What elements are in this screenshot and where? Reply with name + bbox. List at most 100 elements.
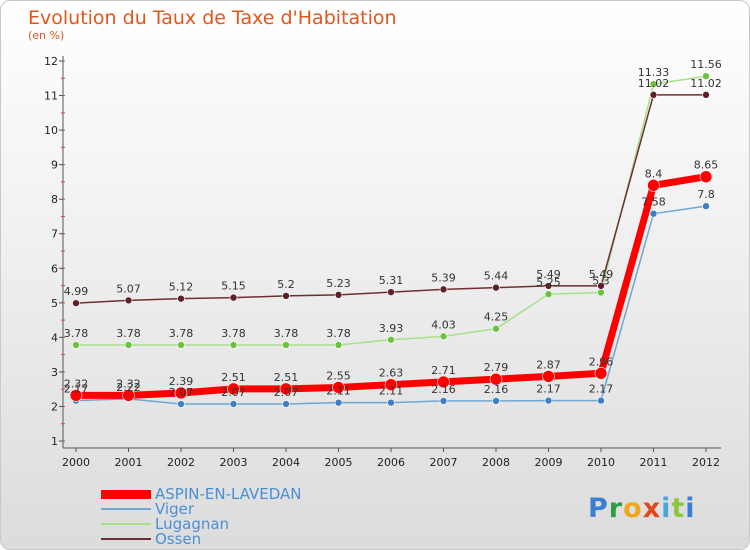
logo-letter: i: [661, 493, 672, 524]
data-label: 11.02: [690, 77, 722, 90]
data-label: 5.23: [326, 277, 351, 290]
y-tick-label: 9: [51, 159, 58, 172]
data-point: [69, 389, 83, 402]
logo-letter: t: [671, 493, 686, 524]
data-label: 5.3: [592, 274, 610, 287]
legend-label: ASPIN-EN-LAVEDAN: [155, 485, 302, 503]
y-tick-label: 7: [51, 228, 58, 241]
data-point: [227, 382, 240, 396]
data-point: [492, 397, 500, 405]
data-point: [439, 397, 448, 405]
data-point: [437, 375, 450, 389]
data-point: [489, 372, 503, 386]
legend-swatch: [101, 538, 151, 540]
logo-letter: o: [623, 493, 643, 524]
data-point: [594, 366, 608, 380]
data-label: 2.87: [536, 358, 561, 371]
data-label: 2.07: [274, 386, 299, 399]
y-tick-label: 6: [51, 262, 58, 275]
data-label: 7.58: [641, 196, 666, 209]
data-point: [702, 202, 710, 210]
data-label: 11.33: [638, 66, 670, 79]
data-label: 11.02: [638, 77, 670, 90]
x-tick-label: 2002: [167, 456, 195, 469]
x-tick-label: 2004: [272, 456, 300, 469]
legend-label: Viger: [155, 500, 195, 518]
x-tick-label: 2012: [692, 456, 720, 469]
data-point: [544, 290, 553, 298]
chart-data-labels: 2.32 2.32 2.39 2.51 2.51 2.55 2.63 2.71 2.79 2.87…: [64, 58, 722, 399]
y-tick-label: 8: [51, 193, 58, 206]
data-label: 2.96: [589, 355, 614, 368]
data-point: [229, 400, 238, 408]
logo-letter: i: [685, 493, 696, 524]
data-point: [177, 294, 185, 303]
data-label: 7.8: [697, 188, 715, 201]
data-label: 4.25: [484, 311, 509, 324]
x-tick-label: 2006: [377, 456, 405, 469]
legend-item: Lugagnan: [101, 515, 230, 533]
x-tick-label: 2001: [115, 456, 143, 469]
data-point: [177, 400, 185, 408]
y-tick-label: 12: [44, 55, 58, 68]
data-point: [332, 381, 345, 394]
data-label: 3.78: [64, 327, 89, 340]
legend-swatch: [101, 523, 151, 525]
legend-item: ASPIN-EN-LAVEDAN: [101, 485, 302, 503]
data-label: 2.11: [379, 385, 404, 398]
logo-letter: x: [642, 493, 662, 524]
data-label: 3.78: [274, 327, 299, 340]
legend-label: Lugagnan: [155, 515, 230, 533]
legend-item: Viger: [101, 500, 195, 518]
data-label: 2.63: [379, 367, 404, 380]
data-label: 8.65: [694, 159, 719, 172]
data-label: 8.4: [645, 167, 663, 180]
data-point: [597, 282, 605, 290]
data-label: 2.11: [326, 385, 351, 398]
data-point: [597, 396, 605, 405]
legend-swatch: [101, 489, 151, 499]
data-point: [544, 282, 553, 290]
y-tick-label: 5: [51, 297, 58, 310]
data-point: [387, 288, 395, 296]
data-label: 4.03: [431, 318, 456, 331]
y-tick-label: 10: [44, 124, 58, 137]
data-point: [387, 335, 395, 344]
data-point: [647, 179, 660, 192]
data-point: [649, 209, 658, 218]
legend-label: Ossen: [155, 530, 202, 548]
data-point: [649, 80, 658, 88]
data-label: 5.49: [589, 268, 614, 281]
data-label: 3.78: [116, 327, 141, 340]
logo-letter: r: [608, 493, 624, 524]
data-point: [649, 91, 658, 99]
data-label: 2.22: [116, 381, 141, 394]
data-point: [492, 283, 500, 292]
data-label: 5.07: [116, 282, 141, 295]
x-tick-label: 2003: [220, 456, 248, 469]
data-point: [174, 386, 188, 400]
data-point: [334, 291, 343, 299]
data-point: [702, 91, 710, 99]
data-label: 4.99: [64, 285, 89, 298]
logo-letter: P: [588, 493, 609, 524]
data-label: 2.16: [484, 383, 509, 396]
y-tick-label: 1: [51, 435, 58, 448]
chart-title: Evolution du Taux de Taxe d'Habitation: [28, 7, 397, 29]
data-label: 2.17: [589, 383, 614, 396]
x-tick-label: 2000: [62, 456, 90, 469]
data-label: 2.71: [431, 364, 456, 377]
data-point: [542, 370, 555, 383]
x-tick-label: 2010: [587, 456, 615, 469]
data-label: 2.07: [169, 386, 194, 399]
data-point: [544, 396, 553, 405]
data-label: 2.51: [221, 371, 246, 384]
data-point: [72, 341, 80, 349]
data-label: 2.39: [169, 375, 194, 388]
y-tick-label: 3: [51, 366, 58, 379]
y-tick-label: 4: [51, 331, 58, 344]
data-label: 2.51: [274, 371, 299, 384]
data-point: [282, 341, 290, 349]
